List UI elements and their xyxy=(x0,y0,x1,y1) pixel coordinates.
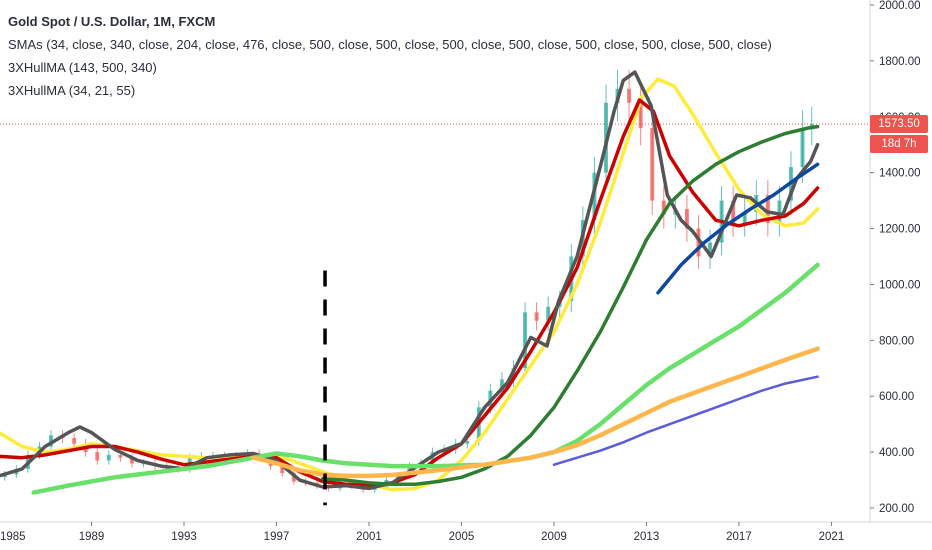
legend-title[interactable]: Gold Spot / U.S. Dollar, 1M, FXCM xyxy=(8,14,216,29)
x-tick-label: 2013 xyxy=(634,531,660,543)
y-tick-label: 2000.00 xyxy=(879,0,921,12)
price-candle xyxy=(106,454,111,461)
current-price-label: 1573.50 xyxy=(870,115,928,134)
y-tick-label: 800.00 xyxy=(879,335,914,347)
price-candle xyxy=(661,200,666,215)
x-tick-label: 1985 xyxy=(0,531,26,543)
price-candle xyxy=(72,438,77,444)
legend-hull-2[interactable]: 3XHullMA (34, 21, 55) xyxy=(8,83,136,98)
time-axis[interactable]: 1985 1989 1993 1997 2001 2005 2009 2013 2017 2021 xyxy=(0,522,844,543)
price-candle xyxy=(129,457,134,464)
series-line-8 xyxy=(552,375,819,466)
y-tick-label: 1800.00 xyxy=(879,56,921,68)
price-candle xyxy=(465,440,470,444)
price-candle xyxy=(534,312,539,321)
bar-countdown-label: 18d 7h xyxy=(870,135,928,154)
price-candle xyxy=(141,463,146,465)
x-tick-label: 2009 xyxy=(541,531,567,543)
series-line-4 xyxy=(320,124,820,486)
legend-hull-1[interactable]: 3XHullMA (143, 500, 340) xyxy=(8,60,157,75)
series-line-1 xyxy=(0,77,820,492)
price-candle xyxy=(696,228,701,257)
price-candle xyxy=(499,379,504,391)
chart-legend: Gold Spot / U.S. Dollar, 1M, FXCM SMAs (… xyxy=(8,10,772,102)
y-tick-label: 400.00 xyxy=(879,447,914,459)
x-tick-label: 2017 xyxy=(726,531,752,543)
price-candle xyxy=(731,200,736,223)
y-tick-label: 1000.00 xyxy=(879,279,921,291)
x-tick-label: 2021 xyxy=(819,531,845,543)
price-candle xyxy=(49,435,54,447)
price-candle xyxy=(95,452,100,461)
price-candle xyxy=(684,208,689,229)
series-line-7 xyxy=(251,346,820,479)
price-candle xyxy=(777,200,782,223)
legend-smas[interactable]: SMAs (34, close, 340, close, 204, close,… xyxy=(8,37,772,52)
x-tick-label: 1989 xyxy=(79,531,105,543)
price-candle xyxy=(627,88,632,103)
y-tick-label: 200.00 xyxy=(879,503,914,515)
price-candle xyxy=(708,242,713,257)
price-axis[interactable]: 200.00 400.00 600.00 800.00 1000.00 1200.00 14… xyxy=(870,0,921,515)
x-tick-label: 2001 xyxy=(356,531,382,543)
series-line-3 xyxy=(0,70,820,491)
price-candle xyxy=(546,306,551,321)
candles-group xyxy=(2,69,814,493)
price-candle xyxy=(650,127,655,201)
x-tick-label: 1993 xyxy=(171,531,197,543)
series-group xyxy=(0,70,820,495)
y-tick-label: 600.00 xyxy=(879,391,914,403)
x-tick-label: 1997 xyxy=(264,531,290,543)
price-candle xyxy=(742,211,747,223)
price-candle xyxy=(523,312,528,369)
price-candle xyxy=(765,195,770,223)
series-line-2 xyxy=(0,98,820,488)
price-candle xyxy=(118,454,123,458)
series-line-5 xyxy=(656,162,820,295)
y-tick-label: 1400.00 xyxy=(879,168,921,180)
price-candle xyxy=(800,127,805,168)
price-candle xyxy=(638,102,643,128)
price-candle xyxy=(280,466,285,474)
x-tick-label: 2005 xyxy=(449,531,475,543)
y-tick-label: 1200.00 xyxy=(879,224,921,236)
